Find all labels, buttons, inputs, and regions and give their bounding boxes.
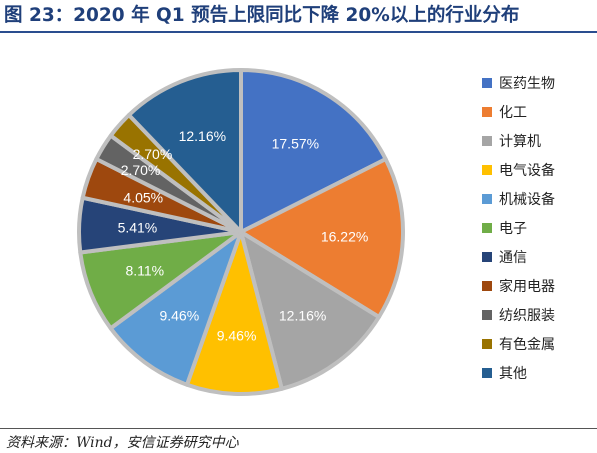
data-label-6: 8.11%: [125, 263, 164, 279]
pie-chart: 17.57% 16.22% 12.16% 9.46% 9.46% 8.11% 5.41% 4.…: [77, 68, 405, 396]
legend-swatch: [482, 77, 492, 88]
legend-item-4: 电气设备: [482, 155, 594, 184]
legend-item-9: 纺织服装: [482, 300, 594, 329]
legend-item-8: 家用电器: [482, 271, 594, 300]
pie-slice-3: [239, 230, 381, 391]
data-label-9: 2.70%: [121, 162, 161, 178]
legend-item-5: 机械设备: [482, 184, 594, 213]
legend-item-11: 其他: [482, 358, 594, 387]
legend-swatch: [482, 251, 492, 262]
legend-label: 电子: [499, 220, 527, 237]
pie-slice-5: [108, 230, 243, 387]
pie-slice-11: [126, 68, 243, 234]
title-divider: [0, 31, 597, 33]
legend-item-1: 医药生物: [482, 68, 594, 97]
legend-swatch: [482, 164, 492, 175]
legend-label: 医药生物: [499, 75, 555, 92]
data-label-7: 5.41%: [118, 220, 158, 236]
data-label-3: 12.16%: [279, 307, 326, 323]
data-label-11: 12.16%: [179, 128, 226, 144]
legend-label: 家用电器: [499, 278, 555, 295]
legend-label: 通信: [499, 249, 527, 266]
legend-label: 机械设备: [499, 191, 555, 208]
page-title: 图 23：2020 年 Q1 预告上限同比下降 20%以上的行业分布: [4, 5, 520, 26]
data-label-4: 9.46%: [217, 328, 257, 344]
legend-item-7: 通信: [482, 242, 594, 271]
data-label-5: 9.46%: [159, 307, 199, 323]
legend-item-3: 计算机: [482, 126, 594, 155]
legend-swatch: [482, 367, 492, 378]
legend-label: 其他: [499, 365, 527, 382]
legend-item-10: 有色金属: [482, 329, 594, 358]
source-note: 资料来源：Wind，安信证券研究中心: [6, 435, 239, 451]
legend-swatch: [482, 222, 492, 233]
legend-swatch: [482, 309, 492, 320]
footer-divider: [0, 428, 597, 429]
legend-label: 纺织服装: [499, 307, 555, 324]
chart-legend: 医药生物化工计算机电气设备机械设备电子通信家用电器纺织服装有色金属其他: [482, 68, 594, 387]
legend-swatch: [482, 106, 492, 117]
legend-item-2: 化工: [482, 97, 594, 126]
legend-swatch: [482, 338, 492, 349]
legend-label: 化工: [499, 104, 527, 121]
legend-item-6: 电子: [482, 213, 594, 242]
pie-slice-1: [239, 68, 388, 234]
legend-swatch: [482, 193, 492, 204]
legend-label: 电气设备: [499, 162, 555, 179]
data-label-1: 17.57%: [272, 136, 319, 152]
legend-swatch: [482, 135, 492, 146]
pie-slice-2: [239, 157, 405, 319]
data-label-8: 4.05%: [123, 189, 163, 205]
legend-swatch: [482, 280, 492, 291]
data-label-10: 2.70%: [133, 146, 173, 162]
data-label-2: 16.22%: [321, 228, 368, 244]
pie-slice-4: [184, 230, 284, 396]
legend-label: 计算机: [499, 133, 541, 150]
legend-label: 有色金属: [499, 336, 555, 353]
